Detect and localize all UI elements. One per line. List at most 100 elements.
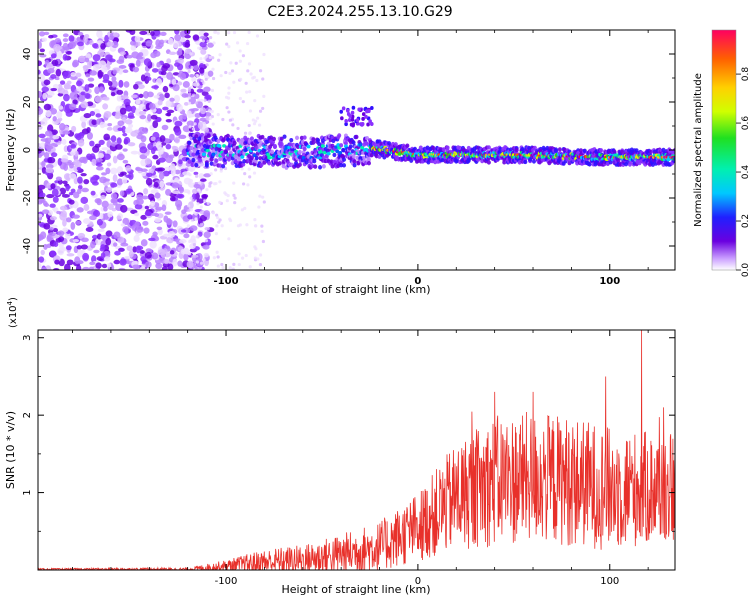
spectrogram-noise-cell <box>216 216 220 220</box>
spectrogram-y-tick-label: 0 <box>22 147 33 153</box>
spectrogram-noise-cell <box>211 56 215 60</box>
spectrogram-noise-cell <box>67 159 73 164</box>
spectrogram-noise-cell <box>200 162 204 167</box>
spectrogram-noise-cell <box>105 186 113 193</box>
snr-y-tick-label: 3 <box>22 335 33 341</box>
spectrogram-noise-cell <box>262 52 266 57</box>
spectrogram-noise-cell <box>240 256 245 260</box>
spectrogram-noise-cell <box>194 113 201 118</box>
spectrogram-noise-cell <box>248 109 253 113</box>
spectrogram-noise-cell <box>186 120 195 127</box>
spectrogram-cell <box>343 141 348 146</box>
spectrogram-x-tick-label: 100 <box>599 276 620 287</box>
spectrogram-noise-cell <box>68 35 75 42</box>
spectrogram-noise-cell <box>59 187 67 195</box>
spectrogram-noise-cell <box>199 67 205 74</box>
spectrogram-noise-cell <box>113 259 121 265</box>
spectrogram-cell <box>203 138 208 143</box>
spectrogram-cell <box>225 133 230 139</box>
spectrogram-noise-cell <box>241 100 245 104</box>
spectrogram-noise-cell <box>232 193 236 197</box>
spectrogram-cell <box>321 164 326 169</box>
spectrogram-noise-cell <box>112 174 118 183</box>
spectrogram-noise-cell <box>46 182 52 189</box>
spectrogram-cell <box>302 135 307 140</box>
spectrogram-noise-cell <box>227 237 231 241</box>
spectrogram-cell <box>226 157 231 162</box>
spectrogram-noise-cell <box>248 265 252 269</box>
spectrogram-noise-cell <box>138 103 146 111</box>
spectrogram-noise-cell <box>155 39 161 47</box>
spectrogram-cell <box>486 160 491 165</box>
spectrogram-noise-cell <box>182 113 187 120</box>
spectrogram-noise-cell <box>106 126 113 131</box>
spectrogram-noise-cell <box>231 123 235 127</box>
spectrogram-noise-cell <box>244 253 248 258</box>
spectrogram-noise-cell <box>248 90 252 94</box>
spectrogram-noise-cell <box>144 158 151 165</box>
spectrogram-noise-cell <box>188 173 192 177</box>
spectrogram-cell <box>279 141 284 147</box>
spectrogram-noise-cell <box>200 178 207 182</box>
spectrogram-cell <box>441 147 446 152</box>
spectrogram-cell <box>189 145 194 151</box>
spectrogram-noise-cell <box>132 246 137 253</box>
spectrogram-noise-cell <box>150 136 156 142</box>
spectrogram-noise-cell <box>169 196 176 202</box>
spectrogram-noise-cell <box>247 30 251 34</box>
snr-frame <box>37 329 676 571</box>
spectrogram-cell <box>320 144 325 148</box>
spectrogram-noise-cell <box>45 167 54 174</box>
spectrogram-noise-cell <box>201 194 208 200</box>
spectrogram-noise-cell <box>90 176 98 184</box>
spectrogram-noise-cell <box>200 49 207 55</box>
spectrogram-noise-cell <box>70 151 76 156</box>
spectrogram-noise-cell <box>122 69 129 74</box>
spectrogram-noise-cell <box>176 63 184 71</box>
spectrogram-noise-cell <box>258 253 263 257</box>
spectrogram-cell <box>284 145 289 150</box>
spectrogram-cell <box>361 112 366 117</box>
spectrogram-noise-cell <box>109 167 118 175</box>
spectrogram-noise-cell <box>174 34 181 42</box>
spectrogram-noise-cell <box>81 120 87 129</box>
spectrogram-cell <box>365 135 370 141</box>
spectrogram-noise-cell <box>82 218 91 224</box>
spectrogram-noise-cell <box>119 107 127 115</box>
spectrogram-cell <box>277 161 282 166</box>
spectrogram-noise-cell <box>123 81 130 88</box>
spectrogram-noise-cell <box>91 158 97 166</box>
spectrogram-cell <box>249 136 254 141</box>
spectrogram-noise-cell <box>125 105 133 112</box>
spectrogram-noise-cell <box>42 92 47 100</box>
spectrogram-cell <box>361 116 365 121</box>
spectrogram-noise-cell <box>134 35 141 43</box>
spectrogram-cell <box>352 163 357 168</box>
colorbar-tick-label: 0.6 <box>741 116 750 131</box>
spectrogram-noise-cell <box>151 252 159 260</box>
spectrogram-noise-cell <box>130 45 137 51</box>
spectrogram-noise-cell <box>50 87 58 92</box>
spectrogram-noise-cell <box>61 193 70 198</box>
spectrogram-noise-cell <box>41 37 48 42</box>
spectrogram-cell <box>370 105 374 110</box>
spectrogram-noise-cell <box>171 78 177 86</box>
spectrogram-noise-cell <box>165 143 172 150</box>
spectrogram-noise-cell <box>176 103 183 112</box>
spectrogram-noise-cell <box>238 96 242 101</box>
spectrogram-noise-cell <box>40 138 49 142</box>
spectrogram-noise-cell <box>178 159 183 165</box>
spectrogram-noise-cell <box>76 41 84 47</box>
spectrogram-noise-cell <box>118 65 127 69</box>
spectrogram-noise-cell <box>196 74 200 78</box>
spectrogram-noise-cell <box>57 105 64 110</box>
spectrogram-noise-cell <box>140 214 147 220</box>
spectrogram-noise-cell <box>48 232 56 237</box>
spectrogram-noise-cell <box>80 91 86 96</box>
spectrogram-noise-cell <box>160 71 167 76</box>
spectrogram-noise-cell <box>125 119 133 125</box>
spectrogram-y-tick-label: 20 <box>22 96 33 109</box>
spectrogram-noise-cell <box>38 41 42 49</box>
spectrogram-cell <box>206 133 211 139</box>
spectrogram-noise-cell <box>182 80 190 88</box>
